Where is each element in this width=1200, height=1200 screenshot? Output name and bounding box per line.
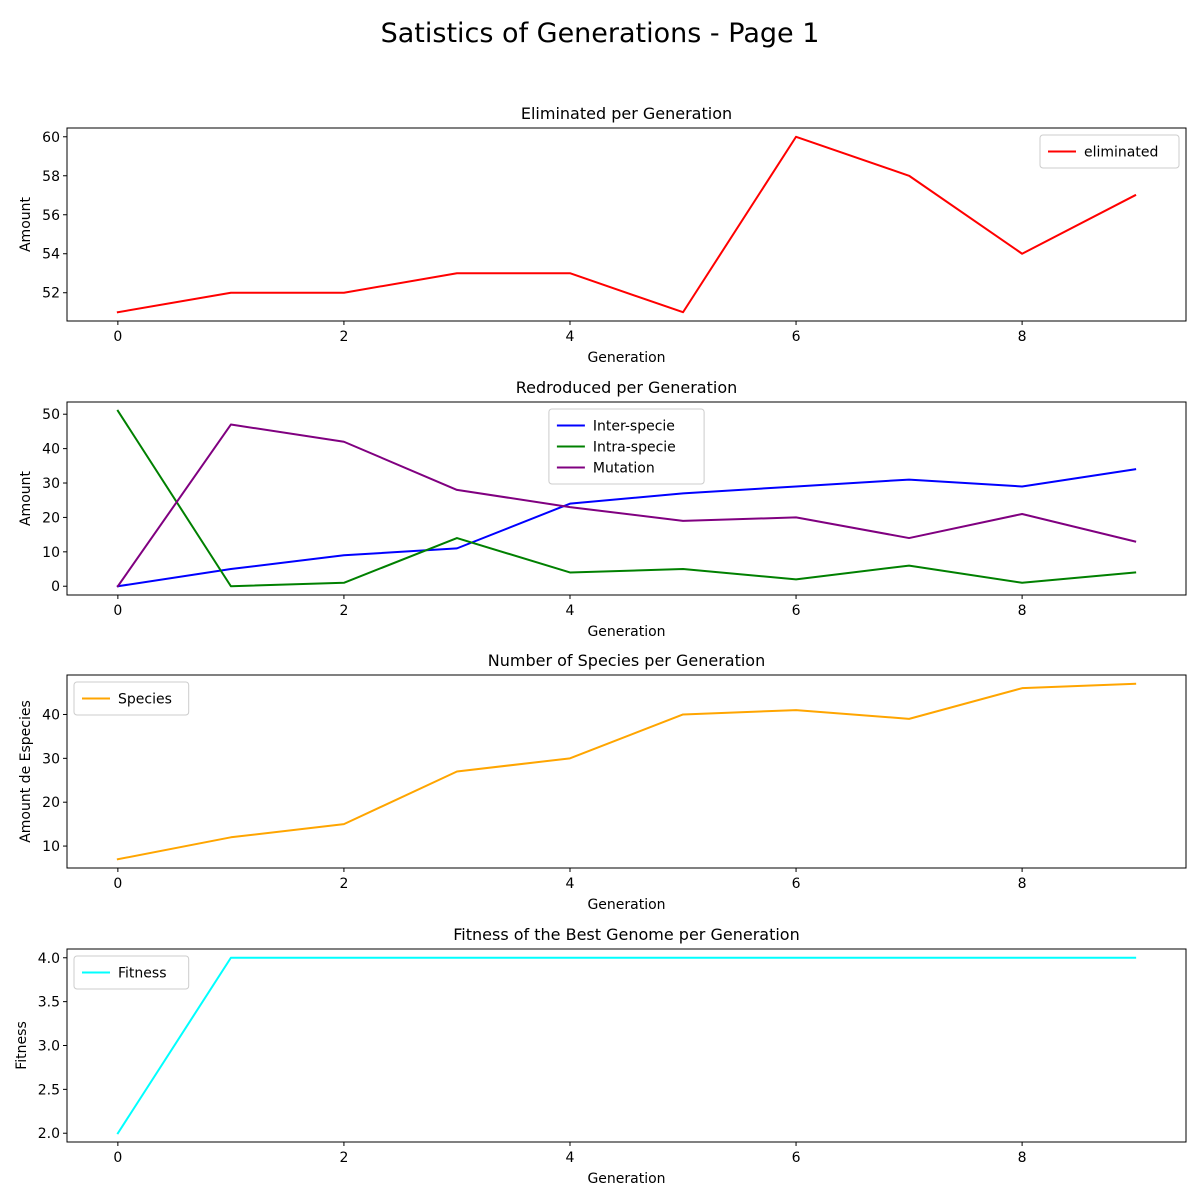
x-tick-label: 6 (792, 876, 801, 892)
x-tick-label: 2 (339, 329, 348, 345)
series-line (116, 468, 1137, 588)
x-tick-label: 0 (113, 1150, 122, 1166)
legend-label: eliminated (1084, 145, 1158, 161)
x-tick-label: 0 (113, 603, 122, 619)
legend-box (73, 681, 190, 716)
y-tick-label: 50 (42, 407, 60, 423)
y-tick-label: 30 (42, 751, 60, 767)
y-tick-label: 4.0 (38, 951, 60, 967)
x-tick-label: 4 (566, 876, 575, 892)
axes-frame (66, 674, 1187, 869)
y-tick-label: 2.5 (38, 1082, 60, 1098)
subplot-3: Number of Species per Generation 0 2 4 6 8 10 2… (18, 651, 1187, 913)
legend-box (548, 408, 705, 485)
y-tick-label: 3.5 (38, 995, 60, 1011)
x-tick-label: 2 (339, 603, 348, 619)
x-tick-label: 6 (792, 329, 801, 345)
y-tick-label: 52 (42, 286, 60, 302)
x-tick-label: 6 (792, 1150, 801, 1166)
y-axis-label: Amount (18, 470, 34, 526)
legend: eliminated (1039, 134, 1180, 169)
x-tick-label: 4 (566, 1150, 575, 1166)
y-tick-label: 56 (42, 208, 60, 224)
legend-box (73, 955, 190, 990)
y-axis-label: Amount (18, 196, 34, 252)
plot-title: Number of Species per Generation (488, 651, 765, 670)
x-tick-label: 8 (1018, 329, 1027, 345)
y-tick-label: 20 (42, 795, 60, 811)
x-axis-label: Generation (587, 897, 665, 913)
subplot-1: Eliminated per Generation 0 2 4 6 8 52 54 56 58 60… (18, 104, 1187, 366)
axes-frame (66, 127, 1187, 322)
legend-label: Inter-specie (593, 419, 675, 435)
series-line (116, 956, 1137, 1135)
x-tick-label: 0 (113, 329, 122, 345)
legend: Species (73, 681, 190, 716)
y-tick-label: 0 (51, 579, 60, 595)
x-tick-label: 8 (1018, 603, 1027, 619)
plot-title: Fitness of the Best Genome per Generatio… (453, 925, 799, 944)
plot-title: Eliminated per Generation (521, 104, 732, 123)
series-line (116, 135, 1137, 314)
subplot-4: Fitness of the Best Genome per Generatio… (14, 925, 1187, 1187)
axes-frame (66, 948, 1187, 1143)
x-tick-label: 2 (339, 1150, 348, 1166)
x-tick-label: 8 (1018, 1150, 1027, 1166)
x-tick-label: 4 (566, 603, 575, 619)
x-axis-label: Generation (587, 350, 665, 366)
x-axis-label: Generation (587, 624, 665, 640)
y-axis-label: Fitness (14, 1021, 30, 1070)
legend-label: Mutation (593, 461, 655, 477)
y-tick-label: 60 (42, 130, 60, 146)
series-line (116, 423, 1137, 588)
plot-title: Redroduced per Generation (516, 378, 738, 397)
legend: Fitness (73, 955, 190, 990)
x-tick-label: 6 (792, 603, 801, 619)
y-tick-label: 20 (42, 510, 60, 526)
y-tick-label: 10 (42, 839, 60, 855)
x-tick-label: 4 (566, 329, 575, 345)
x-tick-label: 8 (1018, 876, 1027, 892)
series-line (116, 409, 1137, 588)
legend-box (1039, 134, 1180, 169)
y-tick-label: 40 (42, 442, 60, 458)
x-tick-label: 0 (113, 876, 122, 892)
legend-label: Species (118, 692, 172, 708)
y-tick-label: 3.0 (38, 1039, 60, 1055)
figure-title: Satistics of Generations - Page 1 (380, 18, 820, 49)
series-line (116, 682, 1137, 861)
legend: Inter-specie Intra-specie Mutation (548, 408, 705, 485)
y-tick-label: 30 (42, 476, 60, 492)
y-tick-label: 2.0 (38, 1126, 60, 1142)
y-tick-label: 58 (42, 169, 60, 185)
y-tick-label: 40 (42, 707, 60, 723)
y-axis-label: Amount de Especies (18, 700, 34, 843)
y-tick-label: 10 (42, 545, 60, 561)
axes-frame (66, 401, 1187, 596)
subplot-2: Redroduced per Generation 0 2 4 6 8 0 10 20 30 40 5… (18, 378, 1187, 640)
x-axis-label: Generation (587, 1171, 665, 1187)
y-tick-label: 54 (42, 247, 60, 263)
x-tick-label: 2 (339, 876, 348, 892)
legend-label: Intra-specie (593, 440, 676, 456)
legend-label: Fitness (118, 966, 167, 982)
